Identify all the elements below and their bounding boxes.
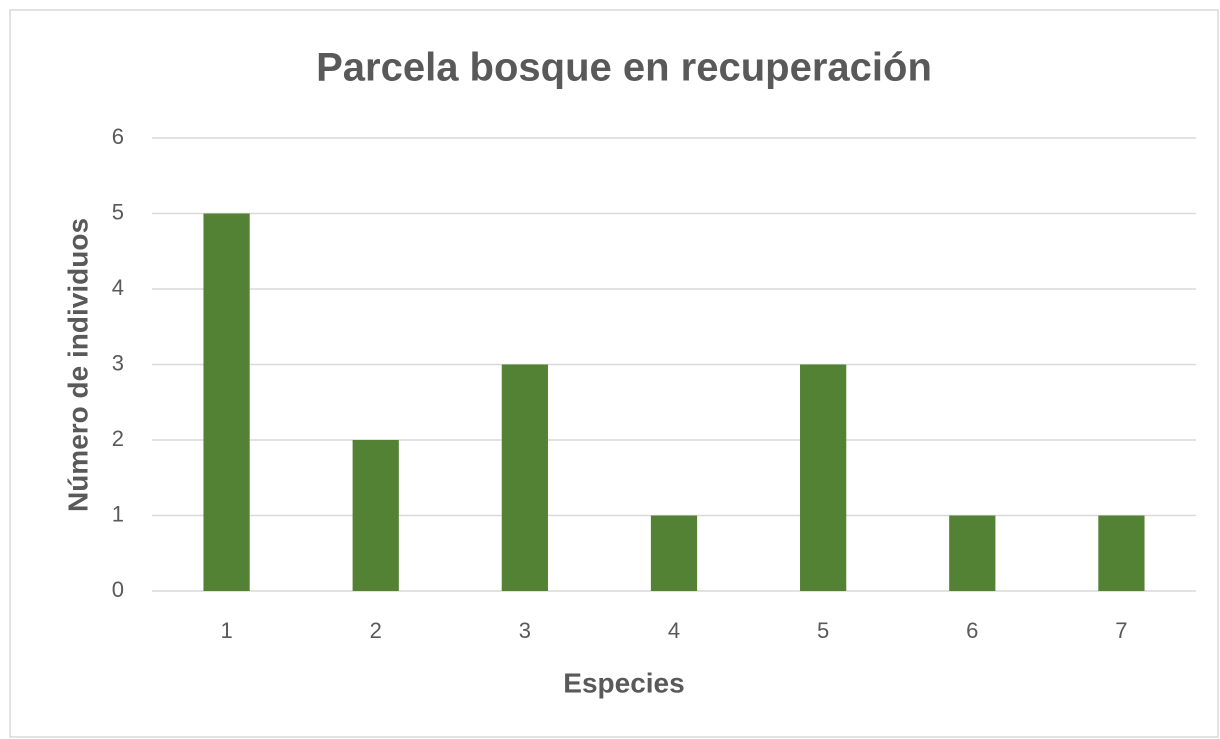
y-tick-label: 1 — [112, 501, 124, 526]
bar — [352, 440, 399, 591]
y-tick-label: 3 — [112, 350, 124, 375]
y-tick-label: 2 — [112, 426, 124, 451]
x-tick-label: 2 — [370, 618, 382, 643]
chart-border — [9, 9, 1219, 738]
bar — [949, 515, 996, 591]
x-tick-label: 1 — [220, 618, 232, 643]
y-axis-label: Número de individuos — [62, 218, 93, 512]
y-tick-label: 5 — [112, 199, 124, 224]
y-tick-label: 6 — [112, 124, 124, 149]
bar — [800, 364, 847, 591]
x-axis-label: Especies — [563, 667, 684, 698]
bar — [650, 515, 698, 591]
bar — [203, 213, 250, 591]
x-tick-label: 4 — [668, 618, 680, 643]
bar — [1098, 515, 1145, 591]
x-tick-label: 3 — [519, 618, 531, 643]
x-tick-label: 6 — [966, 618, 978, 643]
y-tick-label: 4 — [112, 275, 124, 300]
x-tick-label: 5 — [817, 618, 829, 643]
y-tick-label: 0 — [112, 577, 124, 602]
bar — [501, 364, 548, 591]
chart-title: Parcela bosque en recuperación — [316, 46, 932, 90]
x-tick-label: 7 — [1115, 618, 1127, 643]
